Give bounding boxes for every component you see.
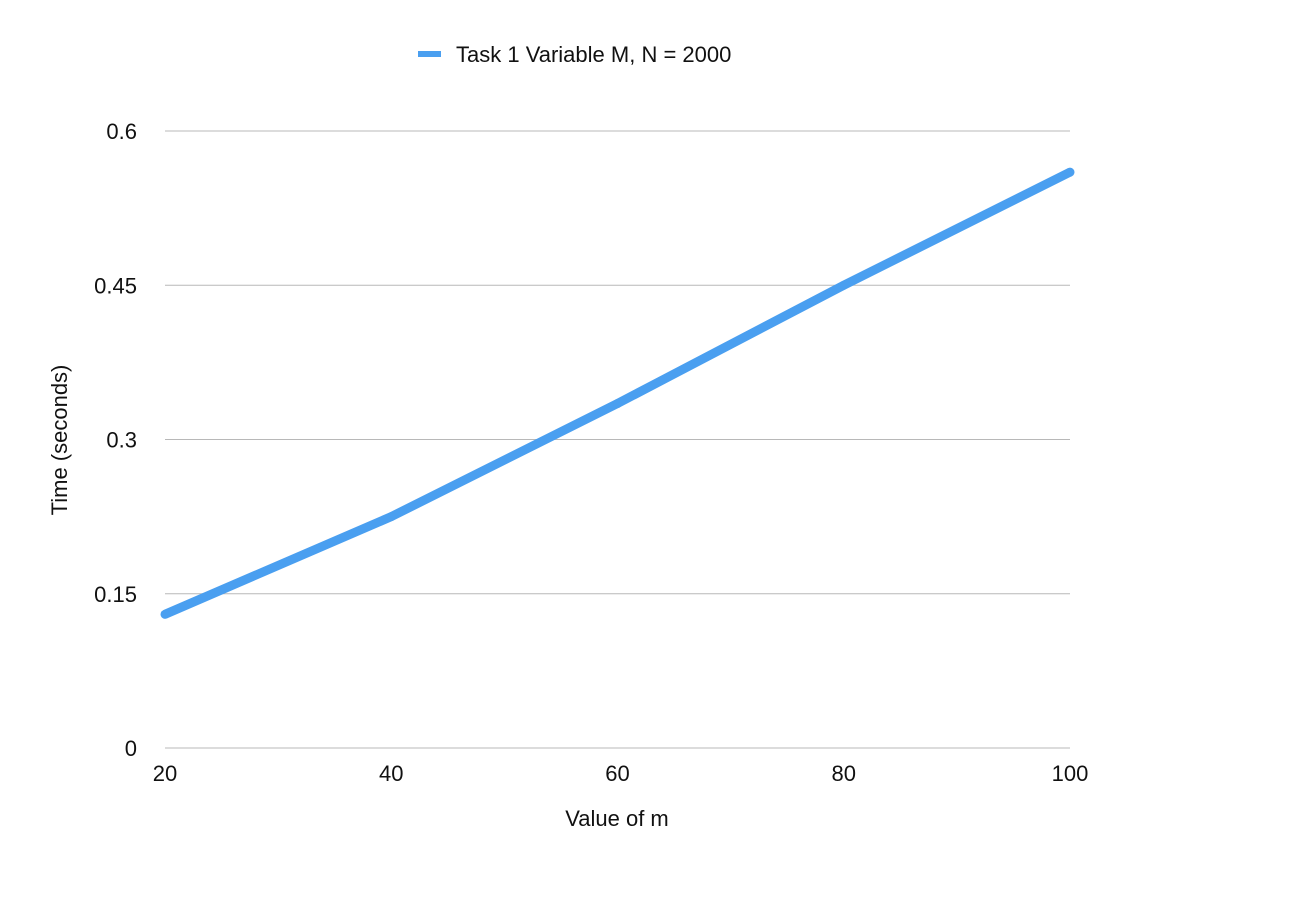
x-tick-label: 20 [153,761,177,786]
x-axis-ticks: 20 40 60 80 100 [153,761,1089,786]
x-tick-label: 60 [605,761,629,786]
gridlines [165,130,1070,749]
legend-label: Task 1 Variable M, N = 2000 [456,42,731,67]
y-tick-label: 0.15 [94,582,137,607]
y-tick-label: 0.3 [106,428,137,453]
y-tick-label: 0 [125,736,137,761]
data-point [160,609,170,619]
data-point [613,399,622,409]
series-lines [160,167,1075,619]
series-line [163,168,1073,619]
data-point [1065,167,1075,177]
x-tick-label: 80 [832,761,856,786]
x-tick-label: 100 [1052,761,1089,786]
y-axis-ticks: 0 0.15 0.3 0.45 0.6 [94,119,137,761]
data-point [839,280,849,290]
y-axis-title: Time (seconds) [47,365,72,516]
legend: Task 1 Variable M, N = 2000 [418,42,731,67]
data-point [386,512,396,522]
x-tick-label: 40 [379,761,403,786]
y-tick-label: 0.6 [106,119,137,144]
y-tick-label: 0.45 [94,273,137,298]
x-axis-title: Value of m [565,806,669,831]
